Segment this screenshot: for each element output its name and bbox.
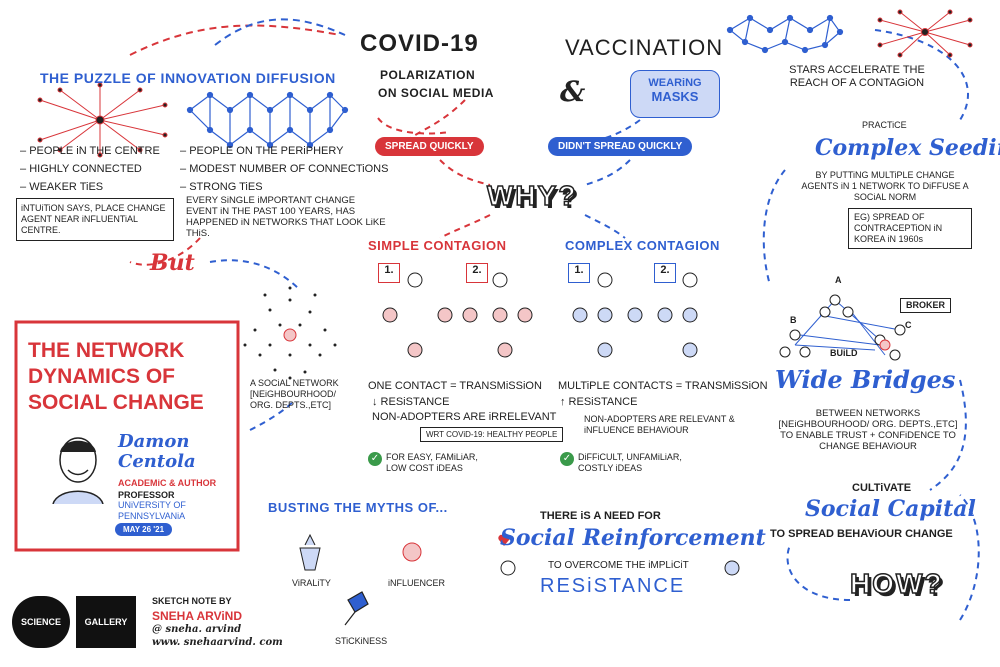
main-title: THE NETWORK DYNAMICS OF SOCIAL CHANGE [28, 339, 204, 414]
list-item: MODEST NUMBER OF CONNECTiONS [180, 163, 388, 176]
social-capital: Social Capital [805, 496, 976, 522]
list-item: PEOPLE ON THE PERiPHERY [180, 145, 388, 158]
how-label: HOW? [849, 567, 944, 600]
science-logo-part: SCIENCE [12, 596, 70, 648]
sketchnote-by: SKETCH NOTE BY [152, 596, 232, 606]
professor-label: PROFESSOR [118, 490, 175, 500]
list-item: STRONG TiES [180, 181, 388, 194]
science-gallery-logo: SCIENCE GALLERY [12, 596, 140, 648]
author-handle[interactable]: @ sneha. arvind [152, 624, 242, 635]
spread-quickly-badge: SPREAD QUiCKLY [375, 137, 484, 156]
broker-label: BROKER [900, 298, 952, 313]
complex-contagion-title: COMPLEX CONTAGiON [565, 238, 720, 253]
practice-label: PRACTiCE [862, 120, 907, 130]
complex-line-2: ↑ RESiSTANCE [560, 396, 638, 408]
social-reinforcement: Social Reinforcement [500, 525, 766, 551]
complex-step-2: 2. [654, 263, 676, 283]
speaker-portrait [48, 432, 108, 504]
build-label: BUiLD [830, 348, 858, 358]
didnt-spread-badge: DiDN'T SPREAD QUiCKLY [548, 137, 693, 156]
covid-title: COVID-19 [360, 30, 479, 57]
complex-thumb-text: NON-ADOPTERS ARE RELEVANT & iNFLUENCE BE… [584, 414, 735, 435]
seeding-desc: BY PUTTiNG MULTiPLE CHANGE AGENTS iN 1 N… [801, 170, 969, 202]
covid-note: WRT COViD-19: HEALTHY PEOPLE [420, 427, 564, 442]
speaker-role: ACADEMiC & AUTHOR [118, 478, 217, 488]
need-for-label: THERE iS A NEED FOR [540, 510, 661, 522]
wearing-label: WEARiNG [648, 77, 702, 89]
ampersand: & [560, 75, 586, 108]
masks-label: MASKS [651, 89, 699, 104]
simple-line-2: ↓ RESiSTANCE [372, 396, 450, 408]
stars-text: STARS ACCELERATE THE REACH OF A CONTAGiO… [789, 64, 925, 89]
centre-bullets: PEOPLE iN THE CENTRE HIGHLY CONNECTED WE… [20, 145, 160, 199]
check-icon: ✓ [368, 452, 382, 466]
social-media-label: ON SOCiAL MEDiA [378, 86, 494, 100]
simple-line-3: NON-ADOPTERS ARE iRRELEVANT [372, 411, 557, 423]
simple-step-1: 1. [378, 263, 400, 283]
node-c-label: C [905, 320, 912, 330]
simple-step-2: 2. [466, 263, 488, 283]
simple-ok: FOR EASY, FAMiLiAR, LOW COST iDEAS [386, 452, 478, 473]
check-icon: ✓ [560, 452, 574, 466]
myth-virality: ViRALiTY [292, 578, 331, 588]
overcome-label: TO OVERCOME THE iMPLiCiT [548, 560, 689, 571]
node-b-label: B [790, 315, 797, 325]
date-badge: MAY 26 '21 [115, 523, 173, 536]
node-a-label: A [835, 275, 842, 285]
network-quote: EVERY SiNGLE iMPORTANT CHANGE EVENT iN T… [186, 195, 386, 239]
university-label: UNiVERSiTY OF PENNSYLVANiA [118, 500, 186, 521]
masks-badge: WEARiNG MASKS [630, 70, 720, 118]
intuition-note: iNTUiTiON SAYS, PLACE CHANGE AGENT NEAR … [16, 198, 174, 241]
list-item: HIGHLY CONNECTED [20, 163, 160, 176]
capital-desc: TO SPREAD BEHAViOUR CHANGE [770, 528, 953, 540]
wide-bridges: Wide Bridges [775, 365, 956, 394]
vaccination-title: VACCINATION [565, 35, 724, 60]
puzzle-title: THE PUZZLE OF iNNOVATION DiFFUSiON [40, 70, 336, 86]
gallery-logo-part: GALLERY [76, 596, 136, 648]
polarization-label: POLARiZATiON [380, 68, 476, 82]
author-website[interactable]: www. snehaarvind. com [152, 637, 283, 648]
myth-stickiness: STiCKiNESS [335, 636, 388, 646]
list-item: PEOPLE iN THE CENTRE [20, 145, 160, 158]
periphery-bullets: PEOPLE ON THE PERiPHERY MODEST NUMBER OF… [180, 145, 388, 199]
complex-ok: DiFFiCULT, UNFAMiLiAR, COSTLY iDEAS [578, 452, 682, 473]
simple-line-1: ONE CONTACT = TRANSMiSSiON [368, 380, 542, 392]
cultivate-label: CULTiVATE [852, 482, 912, 494]
but-label: But [150, 250, 195, 276]
complex-line-1: MULTiPLE CONTACTS = TRANSMiSSiON [558, 380, 768, 392]
speaker-name: Damon Centola [118, 431, 196, 472]
list-item: WEAKER TiES [20, 181, 160, 194]
eg-note: EG) SPREAD OF CONTRACEPTiON iN KOREA iN … [848, 208, 972, 249]
myth-influencer: iNFLUENCER [388, 578, 446, 588]
why-label: WHY? [486, 179, 578, 212]
resistance-label: RESiSTANCE [540, 575, 686, 597]
social-network-label: A SOCiAL NETWORK [NEiGHBOURHOOD/ ORG. DE… [250, 378, 339, 410]
bridges-desc: BETWEEN NETWORKS [NEiGHBOURHOOD/ ORG. DE… [778, 408, 958, 452]
complex-step-1: 1. [568, 263, 590, 283]
myths-title: BUSTiNG THE MYTHS OF... [268, 500, 448, 515]
simple-contagion-title: SiMPLE CONTAGiON [368, 238, 507, 253]
complex-seeding: Complex Seeding [815, 135, 1000, 161]
sketch-author: SNEHA ARViND [152, 609, 243, 623]
